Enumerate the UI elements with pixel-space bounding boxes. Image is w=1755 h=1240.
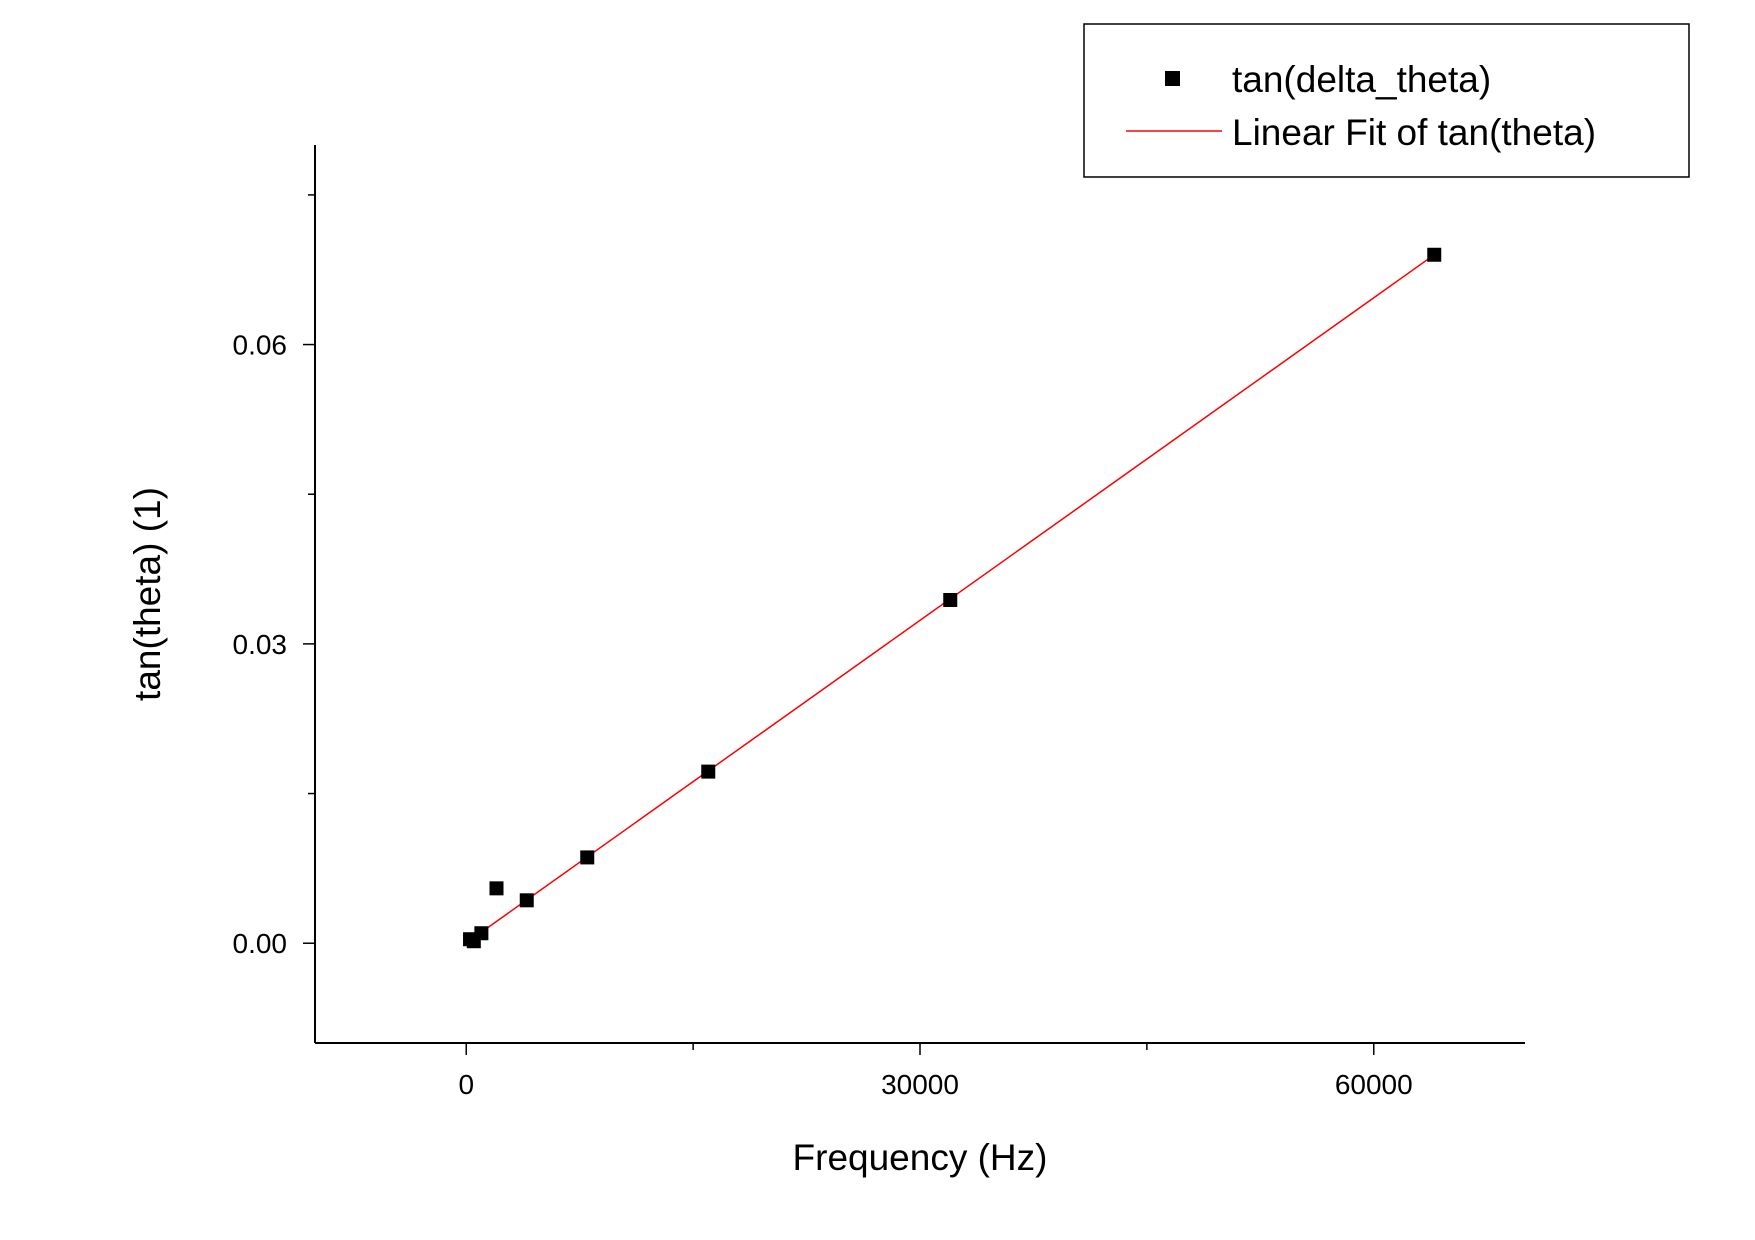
data-point [519, 893, 534, 908]
y-tick-label: 0.00 [233, 928, 288, 959]
data-point [580, 850, 595, 865]
legend: tan(delta_theta) Linear Fit of tan(theta… [1083, 23, 1690, 178]
legend-box [1083, 23, 1690, 178]
x-tick-label: 0 [458, 1069, 474, 1100]
legend-label-fit: Linear Fit of tan(theta) [1232, 112, 1596, 153]
legend-marker-square-icon [1165, 71, 1180, 86]
y-tick-label: 0.03 [233, 629, 288, 660]
legend-label-scatter: tan(delta_theta) [1232, 59, 1491, 100]
x-axis-title: Frequency (Hz) [793, 1137, 1048, 1178]
data-point [489, 881, 504, 896]
data-point [943, 592, 958, 607]
data-point [701, 764, 716, 779]
plot-area [463, 247, 1442, 949]
y-tick-label: 0.06 [233, 330, 288, 361]
y-axis-title: tan(theta) (1) [127, 487, 168, 701]
data-point [474, 926, 489, 941]
x-tick-label: 30000 [881, 1069, 959, 1100]
axes: 0 30000 60000 0.00 0.03 0.06 [233, 145, 1525, 1100]
x-tick-label: 60000 [1335, 1069, 1413, 1100]
data-point [1427, 247, 1442, 262]
